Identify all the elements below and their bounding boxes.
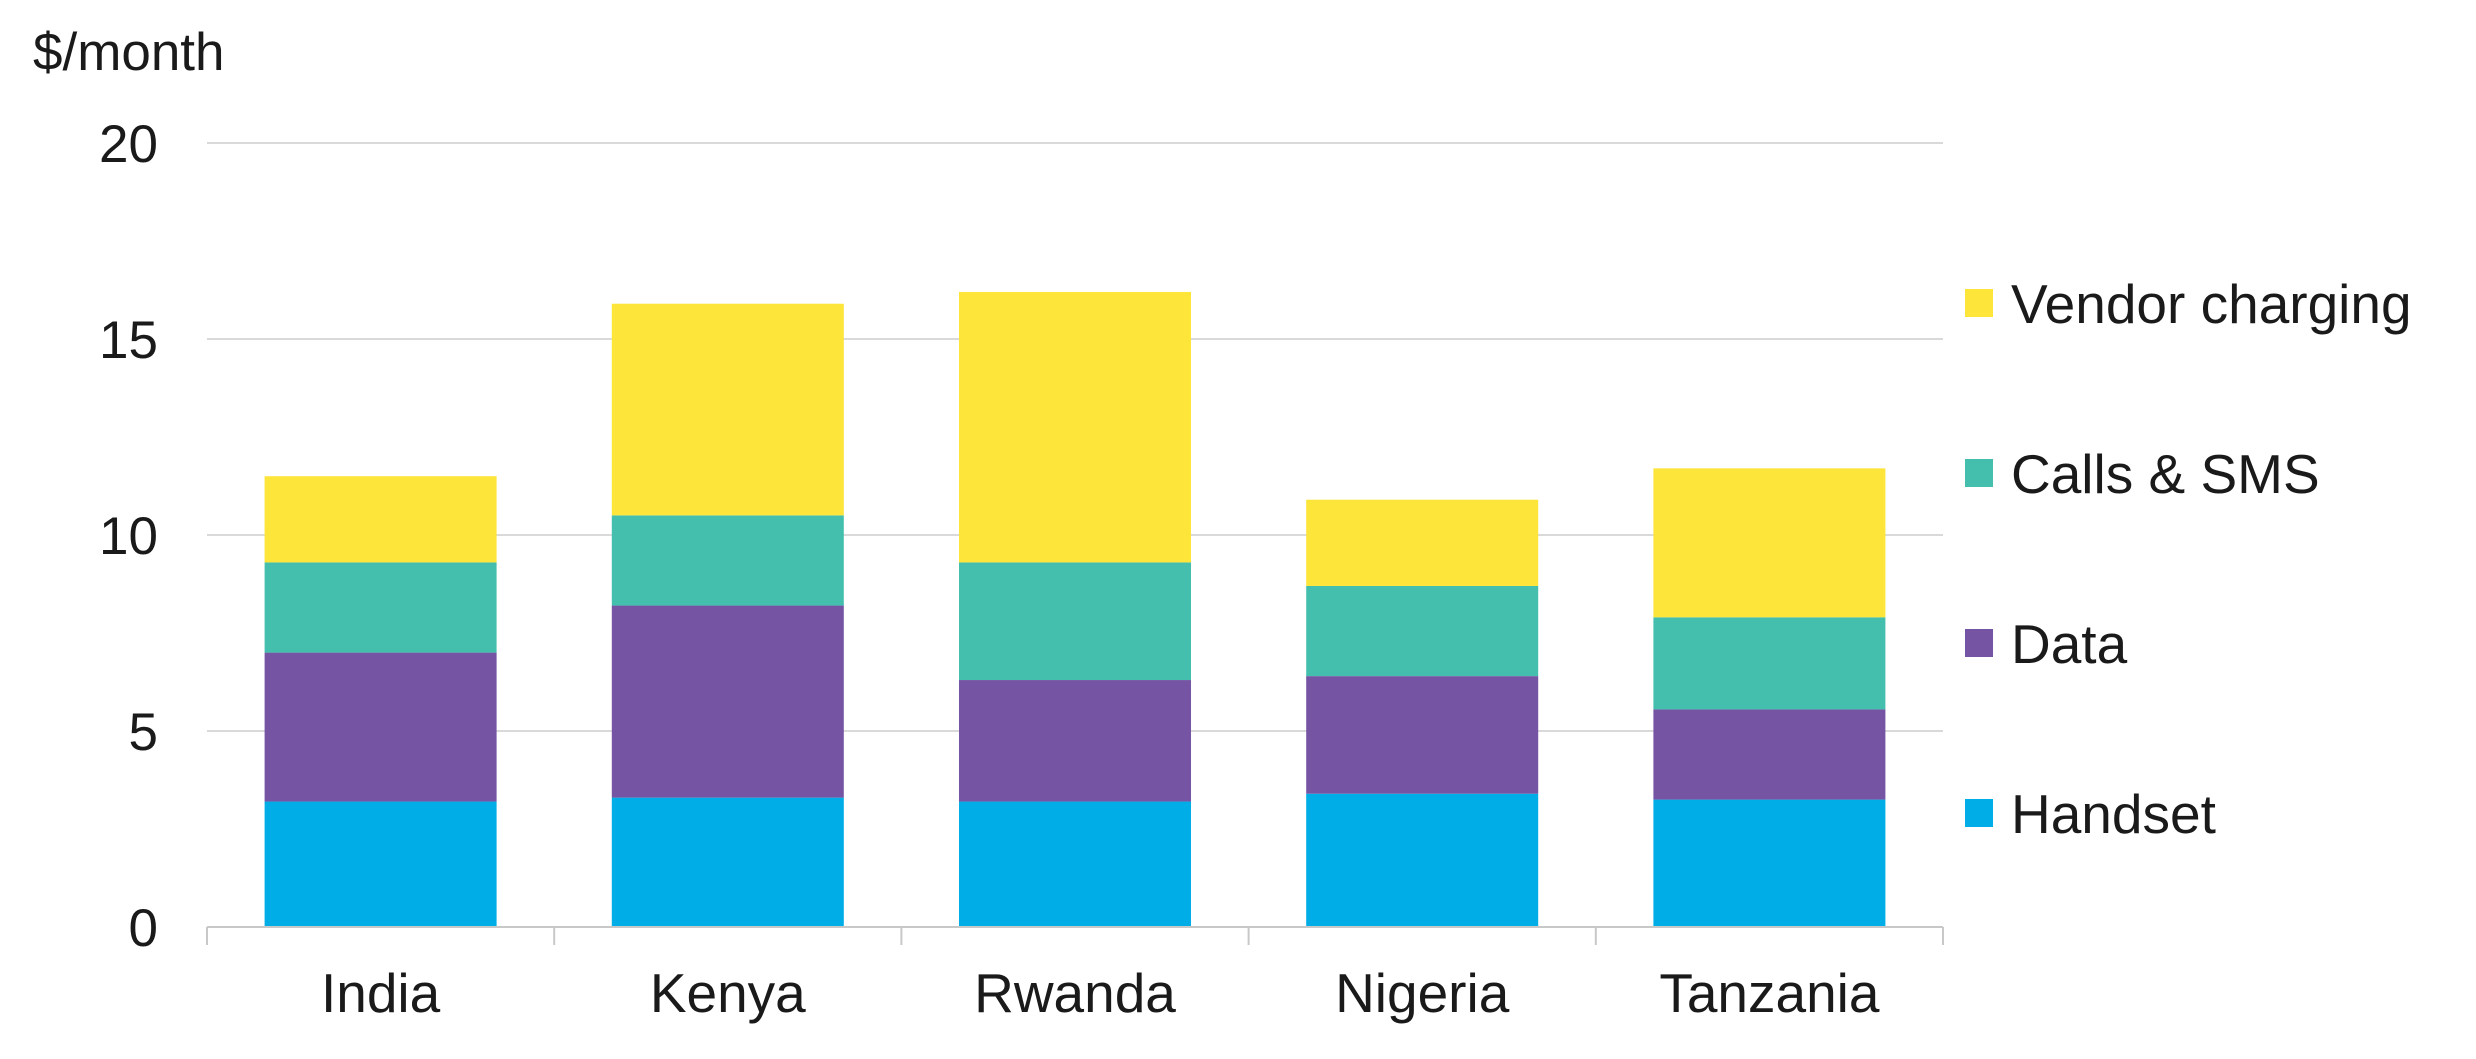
y-tick-label: 20 bbox=[99, 115, 158, 174]
bar-segment-calls-sms-tanzania bbox=[1653, 617, 1886, 710]
bar-segment-handset-india bbox=[264, 801, 497, 927]
bar-segment-calls-sms-kenya bbox=[611, 515, 844, 606]
y-axis-unit-label: $/month bbox=[33, 23, 225, 82]
legend-swatch bbox=[1965, 629, 1993, 657]
bar-segment-handset-kenya bbox=[611, 797, 844, 927]
y-tick-label: 5 bbox=[129, 703, 158, 762]
y-tick-label: 0 bbox=[129, 899, 158, 958]
legend-label: Vendor charging bbox=[2011, 273, 2412, 335]
bar-segment-handset-rwanda bbox=[959, 801, 1191, 927]
bar-segment-vendor-charging-india bbox=[264, 476, 497, 563]
x-category-label: Tanzania bbox=[1659, 962, 1880, 1024]
x-category-label: India bbox=[321, 962, 441, 1024]
bar-segment-vendor-charging-rwanda bbox=[959, 291, 1191, 563]
legend: Vendor charging Calls & SMS Data Handset bbox=[1965, 273, 2412, 845]
bar-segment-data-rwanda bbox=[959, 680, 1191, 802]
bar-segment-vendor-charging-nigeria bbox=[1306, 499, 1539, 586]
legend-swatch bbox=[1965, 289, 1993, 317]
bar-segment-vendor-charging-tanzania bbox=[1653, 468, 1886, 618]
bar-segment-vendor-charging-kenya bbox=[611, 303, 844, 516]
bar-segment-data-kenya bbox=[611, 605, 844, 798]
y-tick-label: 10 bbox=[99, 507, 158, 566]
bar-segment-handset-nigeria bbox=[1306, 793, 1539, 927]
legend-label: Handset bbox=[2011, 783, 2216, 845]
legend-label: Calls & SMS bbox=[2011, 443, 2320, 505]
y-tick-label: 15 bbox=[99, 311, 158, 370]
bar-segment-data-tanzania bbox=[1653, 709, 1886, 800]
x-category-label: Rwanda bbox=[974, 962, 1176, 1024]
bar-segment-data-nigeria bbox=[1306, 676, 1539, 794]
bar-segment-calls-sms-rwanda bbox=[959, 562, 1191, 681]
bars bbox=[264, 291, 1886, 927]
legend-label: Data bbox=[2011, 613, 2128, 675]
x-category-label: Nigeria bbox=[1335, 962, 1510, 1024]
bar-segment-handset-tanzania bbox=[1653, 799, 1886, 927]
legend-swatch bbox=[1965, 799, 1993, 827]
x-category-label: Kenya bbox=[650, 962, 806, 1024]
legend-swatch bbox=[1965, 459, 1993, 487]
axes: 0 5 10 15 20 India Kenya Rwanda Nigeria Tanzania bbox=[99, 115, 1944, 1024]
bar-segment-calls-sms-nigeria bbox=[1306, 585, 1539, 677]
bar-segment-data-india bbox=[264, 652, 497, 802]
bar-segment-calls-sms-india bbox=[264, 562, 497, 653]
